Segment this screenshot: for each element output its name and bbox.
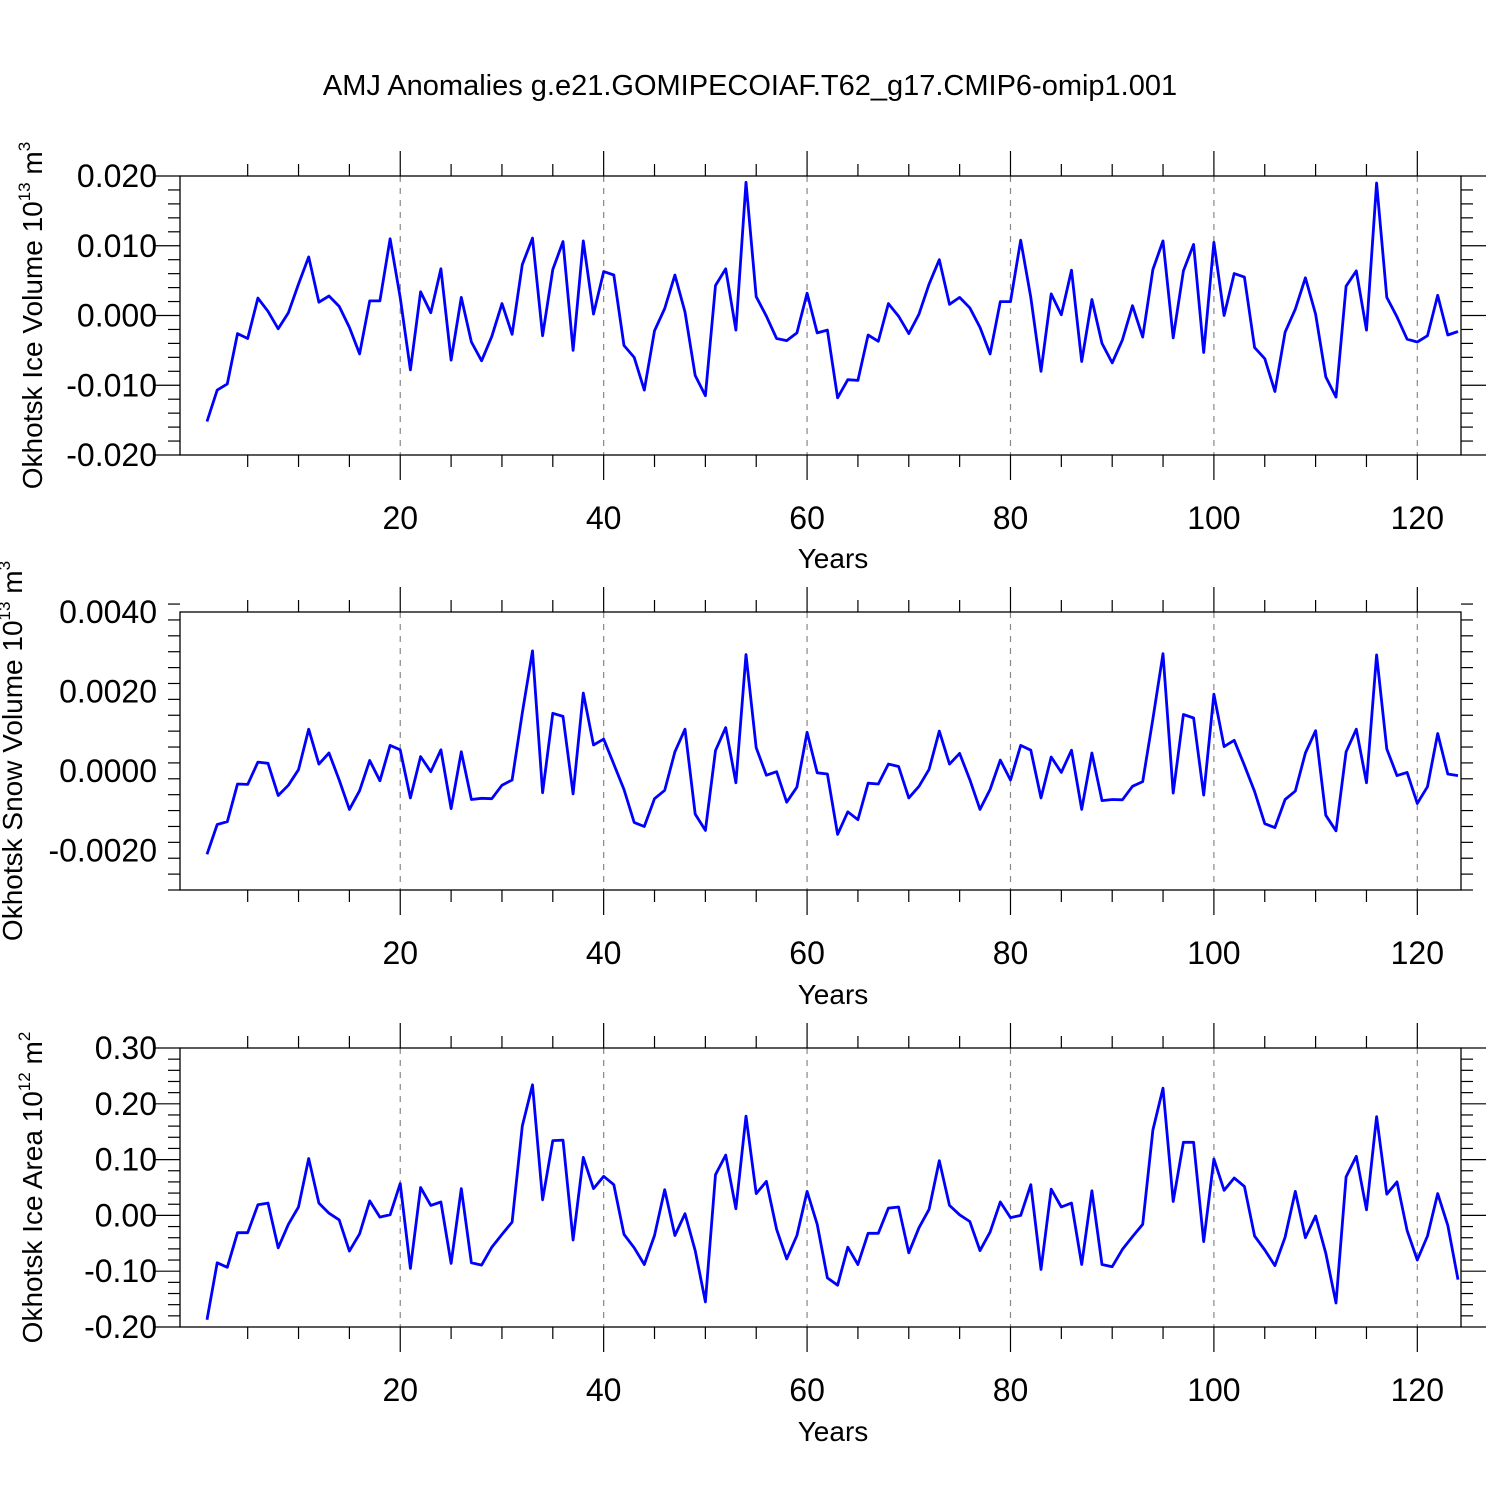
x-axis-label: Years [798,543,869,574]
x-tick-label: 60 [789,1372,825,1408]
x-tick-label: 40 [586,500,622,536]
y-tick-label: -0.0020 [48,832,157,868]
series-line [205,1083,1460,1320]
series-line [205,649,1459,855]
x-tick-label: 60 [789,935,825,971]
x-tick-label: 120 [1391,1372,1444,1408]
x-axis-label: Years [798,979,869,1010]
y-tick-label: 0.10 [95,1142,157,1178]
chart-panel-3: 20 40 60 80 100 120 -0.20 -0.10 0.00 0.10 0.20 0.30… [15,1023,1486,1447]
series-line [205,180,1459,422]
plot-frame [179,611,1462,891]
x-tick-label: 20 [382,1372,418,1408]
y-axis-label: Okhotsk Snow Volume 1013 m3 [0,561,28,941]
x-tick-label: 80 [993,500,1029,536]
x-tick-label: 100 [1187,500,1240,536]
y-tick-label: 0.0020 [59,673,157,709]
x-tick-label: 20 [382,500,418,536]
chart-title: AMJ Anomalies g.e21.GOMIPECOIAF.T62_g17.… [322,70,1178,102]
y-tick-label: 0.010 [77,228,157,264]
plot-frame [179,1047,1462,1328]
y-tick-label: -0.010 [66,367,157,403]
y-tick-label: 0.30 [95,1030,157,1066]
y-axis-label: Okhotsk Ice Area 1012 m2 [15,1032,48,1344]
chart-panel-2: 20 40 60 80 100 120 -0.0020 0.0000 0.0020 0.0040 Y… [0,561,1473,1010]
chart-panel-1: 20 40 60 80 100 120 -0.020 -0.010 0.000 0.010 0.02… [15,142,1486,574]
y-tick-label: 0.00 [95,1197,157,1233]
y-tick-label: -0.20 [84,1309,157,1345]
x-tick-label: 100 [1187,1372,1240,1408]
y-tick-label: 0.000 [77,298,157,334]
y-tick-label: 0.20 [95,1086,157,1122]
y-tick-label: -0.020 [66,437,157,473]
x-tick-label: 80 [993,1372,1029,1408]
x-tick-label: 40 [586,1372,622,1408]
x-axis-label: Years [798,1416,869,1447]
y-tick-label: 0.0040 [59,594,157,630]
plot-frame [179,175,1462,456]
x-tick-label: 80 [993,935,1029,971]
y-tick-label: 0.0000 [59,753,157,789]
x-tick-label: 120 [1391,935,1444,971]
y-tick-label: -0.10 [84,1253,157,1289]
x-tick-label: 100 [1187,935,1240,971]
x-tick-label: 20 [382,935,418,971]
y-axis-label: Okhotsk Ice Volume 1013 m3 [15,142,48,489]
x-tick-label: 120 [1391,500,1444,536]
x-tick-label: 60 [789,500,825,536]
y-tick-label: 0.020 [77,158,157,194]
x-tick-label: 40 [586,935,622,971]
